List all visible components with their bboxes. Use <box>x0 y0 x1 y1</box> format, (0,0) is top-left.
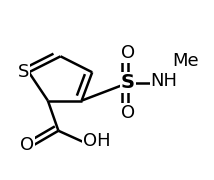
Text: OH: OH <box>83 132 110 150</box>
Text: Me: Me <box>172 52 198 70</box>
Text: S: S <box>121 73 135 92</box>
Text: S: S <box>18 63 29 81</box>
Text: NH: NH <box>150 72 178 90</box>
Text: O: O <box>121 104 135 122</box>
Text: O: O <box>20 136 34 154</box>
Text: O: O <box>121 44 135 62</box>
